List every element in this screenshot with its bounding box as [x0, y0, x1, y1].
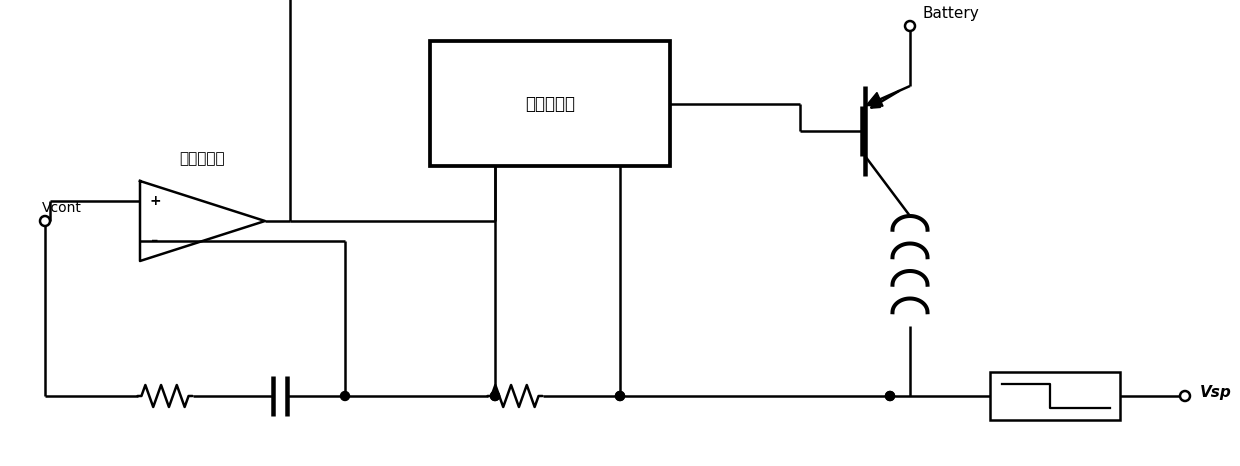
- Circle shape: [885, 391, 894, 400]
- Circle shape: [491, 391, 500, 400]
- Circle shape: [885, 391, 894, 400]
- Text: -: -: [151, 232, 159, 250]
- Circle shape: [1180, 391, 1190, 401]
- Circle shape: [615, 391, 625, 400]
- Text: 磁滞比较器: 磁滞比较器: [525, 95, 575, 112]
- Circle shape: [615, 391, 625, 400]
- Circle shape: [40, 216, 50, 226]
- Text: Vcont: Vcont: [42, 201, 82, 215]
- Bar: [430, 41, 670, 166]
- Circle shape: [341, 391, 350, 400]
- Circle shape: [905, 21, 915, 31]
- Polygon shape: [867, 92, 883, 106]
- Text: 运算放大器: 运算放大器: [180, 151, 226, 166]
- Circle shape: [491, 391, 500, 400]
- Text: Battery: Battery: [923, 6, 978, 21]
- Text: +: +: [149, 194, 161, 208]
- Bar: [990, 372, 1120, 420]
- Text: Vsp: Vsp: [1200, 385, 1231, 400]
